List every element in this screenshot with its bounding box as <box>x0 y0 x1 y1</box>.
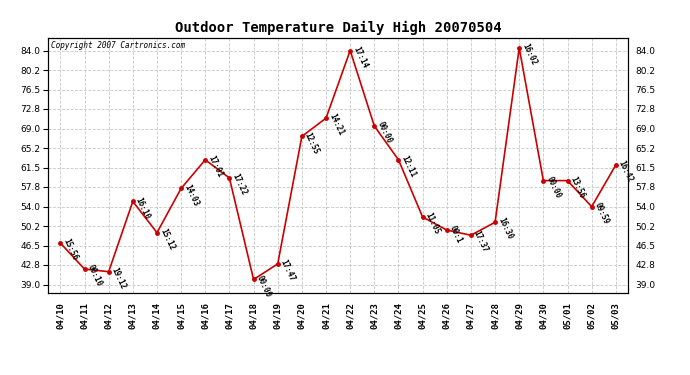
Text: 12:55: 12:55 <box>303 130 321 155</box>
Text: 16:30: 16:30 <box>496 216 514 241</box>
Text: 00:00: 00:00 <box>375 120 393 145</box>
Text: 00:00: 00:00 <box>544 175 562 200</box>
Text: 12:11: 12:11 <box>400 154 417 179</box>
Text: 00:00: 00:00 <box>255 274 273 298</box>
Text: 15:12: 15:12 <box>158 227 176 252</box>
Text: 14:21: 14:21 <box>327 112 345 137</box>
Text: 09:59: 09:59 <box>593 201 611 226</box>
Text: 15:56: 15:56 <box>61 237 79 262</box>
Text: 17:37: 17:37 <box>472 230 490 254</box>
Text: 00:1: 00:1 <box>448 224 464 245</box>
Text: 16:02: 16:02 <box>520 42 538 67</box>
Title: Outdoor Temperature Daily High 20070504: Outdoor Temperature Daily High 20070504 <box>175 21 502 35</box>
Text: 16:42: 16:42 <box>617 159 635 184</box>
Text: 16:10: 16:10 <box>134 196 152 220</box>
Text: 11:05: 11:05 <box>424 211 442 236</box>
Text: 17:47: 17:47 <box>279 258 297 283</box>
Text: 17:22: 17:22 <box>230 172 248 197</box>
Text: 14:03: 14:03 <box>182 183 200 207</box>
Text: 00:10: 00:10 <box>86 263 104 288</box>
Text: 19:12: 19:12 <box>110 266 128 291</box>
Text: 17:01: 17:01 <box>206 154 224 179</box>
Text: Copyright 2007 Cartronics.com: Copyright 2007 Cartronics.com <box>51 41 186 50</box>
Text: 13:56: 13:56 <box>569 175 586 200</box>
Text: 17:14: 17:14 <box>351 45 369 69</box>
